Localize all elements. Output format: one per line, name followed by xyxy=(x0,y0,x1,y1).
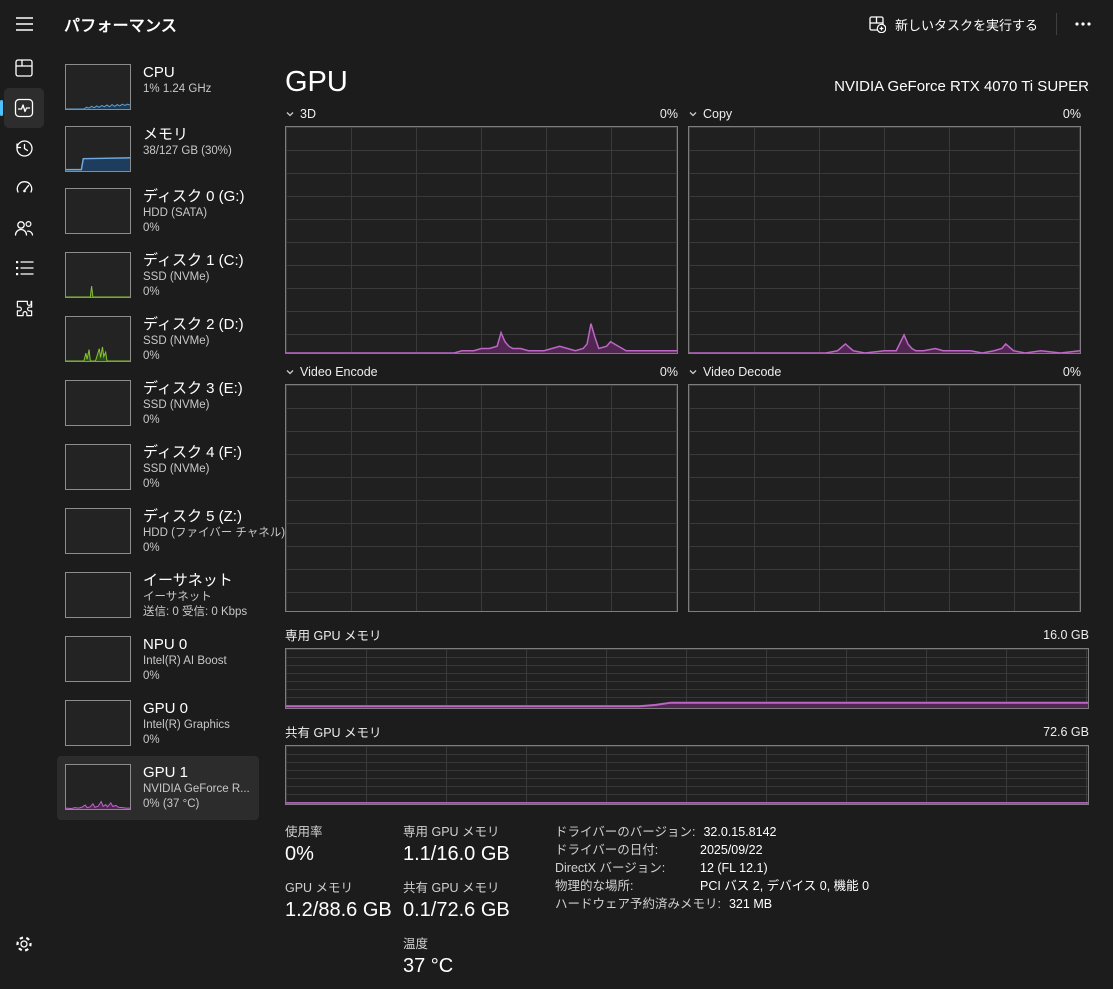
nav-processes[interactable] xyxy=(4,48,44,88)
stat-utilization: 使用率 0% xyxy=(285,825,323,865)
stat-shared-memory: 共有 GPU メモリ 0.1/72.6 GB xyxy=(403,881,510,921)
shared-memory-max: 72.6 GB xyxy=(1043,724,1089,739)
disk0-mini-chart xyxy=(65,188,131,234)
stat-gpu-memory: GPU メモリ 1.2/88.6 GB xyxy=(285,881,392,921)
nav-users[interactable] xyxy=(4,208,44,248)
more-options-button[interactable] xyxy=(1063,6,1103,42)
detail-directx-version: DirectX バージョン: 12 (FL 12.1) xyxy=(555,861,768,875)
detail-physical-location: 物理的な場所: PCI バス 2, デバイス 0, 機能 0 xyxy=(555,879,870,893)
engine-chart-copy: Copy 0% xyxy=(688,102,1081,354)
disk4-mini-chart xyxy=(65,444,131,490)
sidebar-item-disk2[interactable]: ディスク 2 (D:) SSD (NVMe) 0% xyxy=(57,308,259,372)
users-icon xyxy=(14,220,34,236)
chart-video-encode xyxy=(285,384,678,612)
detail-hw-reserved-memory: ハードウェア予約済みメモリ: 321 MB xyxy=(555,897,773,911)
nav-settings[interactable] xyxy=(4,924,44,964)
app-history-icon xyxy=(15,139,33,157)
sidebar-item-disk4[interactable]: ディスク 4 (F:) SSD (NVMe) 0% xyxy=(57,436,259,500)
performance-icon xyxy=(14,98,34,118)
nav-services[interactable] xyxy=(4,288,44,328)
page-title: パフォーマンス xyxy=(64,18,178,35)
chart-value-3d: 0% xyxy=(659,107,678,121)
sidebar-item-gpu1[interactable]: GPU 1 NVIDIA GeForce R... 0% (37 °C) xyxy=(57,756,259,820)
collapse-video-decode-chevron-icon[interactable] xyxy=(688,368,698,376)
detail-driver-version: ドライバーのバージョン: 32.0.15.8142 xyxy=(555,825,777,839)
run-new-task-label: 新しいタスクを実行する xyxy=(894,17,1038,33)
gpu0-mini-chart xyxy=(65,700,131,746)
toolbar-divider xyxy=(1056,13,1057,35)
chart-label-copy: Copy xyxy=(703,107,733,121)
chart-label-3d: 3D xyxy=(300,107,316,121)
collapse-video-encode-chevron-icon[interactable] xyxy=(285,368,295,376)
dedicated-memory-max: 16.0 GB xyxy=(1043,627,1089,642)
nav-app-history[interactable] xyxy=(4,128,44,168)
chart-value-video-encode: 0% xyxy=(659,365,678,379)
dedicated-memory-chart xyxy=(285,648,1089,709)
collapse-copy-chevron-icon[interactable] xyxy=(688,110,698,118)
nav-performance[interactable] xyxy=(0,88,44,128)
sidebar-item-disk1[interactable]: ディスク 1 (C:) SSD (NVMe) 0% xyxy=(57,244,259,308)
disk2-mini-chart xyxy=(65,316,131,362)
sidebar-item-cpu[interactable]: CPU 1% 1.24 GHz xyxy=(57,56,259,118)
performance-device-list: CPU 1% 1.24 GHz メモリ 38/127 GB (30%) ディスク 0… xyxy=(57,56,285,820)
shared-memory-chart xyxy=(285,745,1089,805)
gpu-details: ドライバーのバージョン: 32.0.15.8142 ドライバーの日付: 2025… xyxy=(555,821,869,989)
nav-startup-apps[interactable] xyxy=(4,168,44,208)
cpu-mini-chart xyxy=(65,64,131,110)
gpu-stats: 使用率 0% GPU メモリ 1.2/88.6 GB 専用 GPU メモリ 1.… xyxy=(285,821,1089,989)
detail-driver-date: ドライバーの日付: 2025/09/22 xyxy=(555,843,763,857)
sidebar-item-npu0[interactable]: NPU 0 Intel(R) AI Boost 0% xyxy=(57,628,259,692)
sidebar-item-disk0[interactable]: ディスク 0 (G:) HDD (SATA) 0% xyxy=(57,180,259,244)
processes-icon xyxy=(15,59,33,77)
ethernet-mini-chart xyxy=(65,572,131,618)
shared-memory-label: 共有 GPU メモリ xyxy=(285,726,382,740)
details-icon xyxy=(15,261,34,276)
hamburger-menu-button[interactable] xyxy=(4,6,44,42)
dedicated-memory-label: 専用 GPU メモリ xyxy=(285,629,382,643)
run-new-task-button[interactable]: 新しいタスクを実行する xyxy=(857,8,1050,41)
title-bar: パフォーマンス 新しいタスクを実行する xyxy=(0,0,1113,48)
collapse-3d-chevron-icon[interactable] xyxy=(285,110,295,118)
memory-mini-chart xyxy=(65,126,131,172)
chart-copy xyxy=(688,126,1081,354)
chart-label-video-decode: Video Decode xyxy=(703,365,782,379)
sidebar-item-disk3[interactable]: ディスク 3 (E:) SSD (NVMe) 0% xyxy=(57,372,259,436)
disk3-mini-chart xyxy=(65,380,131,426)
chart-3d xyxy=(285,126,678,354)
gpu-panel-title: GPU xyxy=(285,66,348,98)
startup-apps-icon xyxy=(16,180,32,193)
engine-chart-3d: 3D 0% xyxy=(285,102,678,354)
disk1-mini-chart xyxy=(65,252,131,298)
chart-label-video-encode: Video Encode xyxy=(300,365,378,379)
chart-video-decode xyxy=(688,384,1081,612)
stat-dedicated-memory: 専用 GPU メモリ 1.1/16.0 GB xyxy=(403,825,510,865)
sidebar-item-gpu0[interactable]: GPU 0 Intel(R) Graphics 0% xyxy=(57,692,259,756)
new-task-icon xyxy=(869,15,886,33)
chart-value-copy: 0% xyxy=(1062,107,1081,121)
engine-chart-video-decode: Video Decode 0% xyxy=(688,360,1081,612)
npu0-mini-chart xyxy=(65,636,131,682)
chart-value-video-decode: 0% xyxy=(1062,365,1081,379)
nav-details[interactable] xyxy=(4,248,44,288)
ellipsis-icon xyxy=(1075,22,1091,26)
sidebar-item-disk5[interactable]: ディスク 5 (Z:) HDD (ファイバー チャネル) 0% xyxy=(57,500,285,564)
settings-gear-icon xyxy=(16,936,32,952)
gpu-device-name: NVIDIA GeForce RTX 4070 Ti SUPER xyxy=(834,78,1089,95)
gpu1-mini-chart xyxy=(65,764,131,810)
gpu-performance-panel: GPU NVIDIA GeForce RTX 4070 Ti SUPER 3D … xyxy=(285,56,1089,989)
services-icon xyxy=(16,300,32,316)
disk5-mini-chart xyxy=(65,508,131,554)
sidebar-item-memory[interactable]: メモリ 38/127 GB (30%) xyxy=(57,118,259,180)
stat-temperature: 温度 37 °C xyxy=(403,937,454,977)
engine-chart-video-encode: Video Encode 0% xyxy=(285,360,678,612)
hamburger-icon xyxy=(15,17,33,31)
nav-rail xyxy=(0,48,48,972)
sidebar-item-ethernet[interactable]: イーサネット イーサネット 送信: 0 受信: 0 Kbps xyxy=(57,564,259,628)
